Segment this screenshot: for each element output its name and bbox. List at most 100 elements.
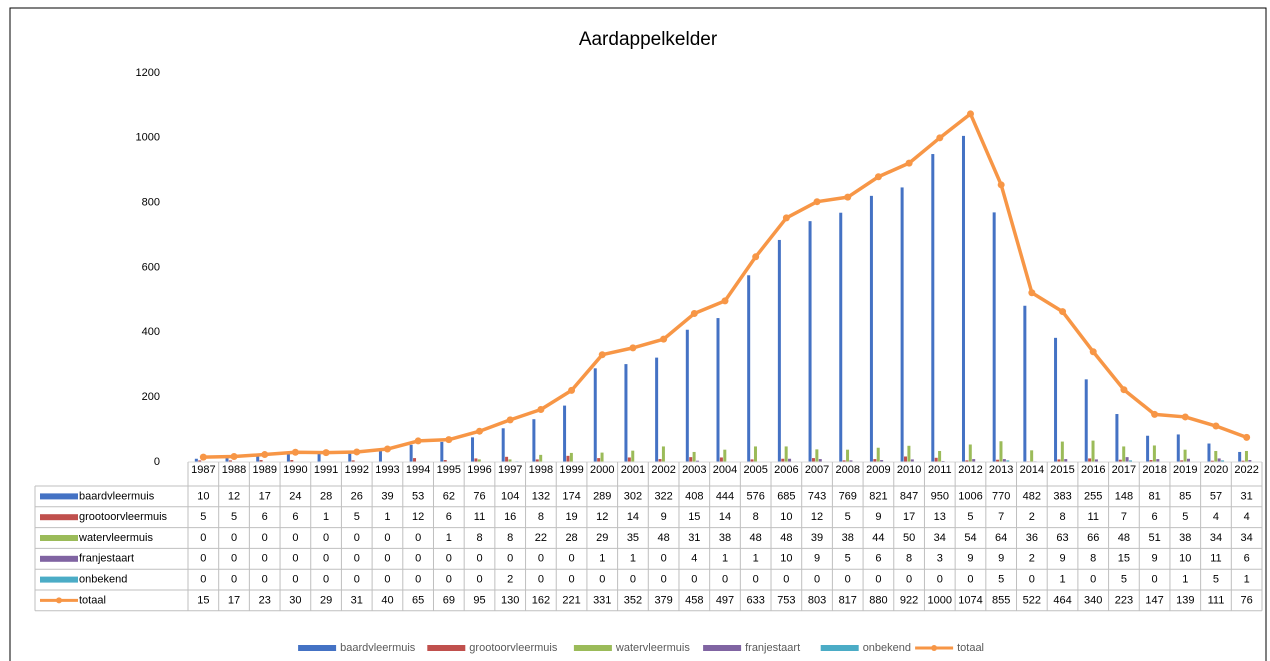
table-cell: 9 bbox=[1059, 553, 1065, 565]
bar bbox=[910, 459, 914, 462]
line-marker bbox=[445, 436, 453, 444]
x-tick-label: 1990 bbox=[283, 464, 307, 476]
bar bbox=[968, 444, 972, 462]
bar bbox=[535, 459, 539, 462]
table-cell: 1000 bbox=[928, 594, 952, 606]
x-tick-label: 2014 bbox=[1020, 464, 1044, 476]
table-cell: 950 bbox=[931, 490, 949, 502]
table-cell: 9 bbox=[814, 553, 820, 565]
table-cell: 5 bbox=[1213, 574, 1219, 586]
table-cell: 130 bbox=[501, 594, 519, 606]
table-cell: 0 bbox=[599, 574, 605, 586]
line-marker bbox=[261, 451, 269, 459]
table-cell: 22 bbox=[535, 532, 547, 544]
table-cell: 36 bbox=[1026, 532, 1038, 544]
x-tick-label: 2002 bbox=[651, 464, 675, 476]
table-cell: 0 bbox=[384, 553, 390, 565]
x-tick-label: 2008 bbox=[836, 464, 860, 476]
table-cell: 35 bbox=[627, 532, 639, 544]
line-marker bbox=[1243, 433, 1251, 441]
x-tick-label: 2010 bbox=[897, 464, 921, 476]
x-tick-label: 2022 bbox=[1234, 464, 1258, 476]
table-cell: 2 bbox=[1029, 511, 1035, 523]
table-cell: 0 bbox=[507, 553, 513, 565]
bar bbox=[1023, 305, 1027, 462]
chart-title: Aardappelkelder bbox=[579, 29, 718, 50]
table-cell: 19 bbox=[565, 511, 577, 523]
x-tick-label: 2011 bbox=[928, 464, 952, 476]
bar bbox=[566, 455, 570, 462]
bar bbox=[1156, 459, 1160, 462]
table-legend-key bbox=[40, 576, 78, 583]
table-cell: 0 bbox=[354, 532, 360, 544]
x-tick-label: 2001 bbox=[621, 464, 645, 476]
y-tick-label: 400 bbox=[142, 326, 160, 338]
table-cell: 0 bbox=[753, 574, 759, 586]
table-cell: 0 bbox=[661, 574, 667, 586]
table-cell: 40 bbox=[381, 594, 393, 606]
bar bbox=[1002, 459, 1006, 462]
legend-label: franjestaart bbox=[745, 642, 800, 654]
line-marker bbox=[322, 449, 330, 457]
y-tick-label: 600 bbox=[142, 261, 160, 273]
table-cell: 132 bbox=[532, 490, 550, 502]
table-row-label: franjestaart bbox=[79, 553, 134, 565]
table-cell: 66 bbox=[1087, 532, 1099, 544]
table-cell: 48 bbox=[780, 532, 792, 544]
x-tick-label: 2019 bbox=[1173, 464, 1197, 476]
table-cell: 0 bbox=[661, 553, 667, 565]
table-cell: 12 bbox=[228, 490, 240, 502]
line-marker bbox=[1089, 348, 1097, 356]
table-cell: 62 bbox=[443, 490, 455, 502]
line-marker bbox=[690, 310, 698, 318]
table-cell: 63 bbox=[1056, 532, 1068, 544]
bar bbox=[1129, 460, 1133, 462]
bar bbox=[815, 449, 819, 462]
table-cell: 6 bbox=[1152, 511, 1158, 523]
line-marker bbox=[199, 453, 207, 461]
table-cell: 4 bbox=[691, 553, 697, 565]
x-tick-label: 1994 bbox=[406, 464, 430, 476]
line-marker bbox=[537, 405, 545, 413]
bar bbox=[931, 154, 935, 462]
table-cell: 31 bbox=[1241, 490, 1253, 502]
table-cell: 28 bbox=[320, 490, 332, 502]
table-cell: 111 bbox=[1208, 594, 1225, 606]
bar bbox=[627, 457, 631, 462]
bar bbox=[904, 456, 908, 462]
bar bbox=[290, 460, 294, 462]
table-cell: 223 bbox=[1115, 594, 1133, 606]
table-cell: 1 bbox=[384, 511, 390, 523]
x-tick-label: 2013 bbox=[989, 464, 1013, 476]
bar bbox=[1122, 446, 1126, 462]
bar bbox=[597, 458, 601, 462]
bar bbox=[1064, 459, 1068, 462]
bar bbox=[846, 449, 850, 462]
bar bbox=[198, 460, 202, 462]
x-tick-label: 2012 bbox=[958, 464, 982, 476]
table-row-label: totaal bbox=[79, 594, 106, 606]
table-cell: 48 bbox=[750, 532, 762, 544]
table-cell: 39 bbox=[381, 490, 393, 502]
table-cell: 8 bbox=[906, 553, 912, 565]
table-cell: 8 bbox=[538, 511, 544, 523]
table-cell: 15 bbox=[688, 511, 700, 523]
line-marker bbox=[1120, 386, 1128, 394]
table-cell: 15 bbox=[1118, 553, 1130, 565]
table-cell: 48 bbox=[658, 532, 670, 544]
table-cell: 0 bbox=[200, 553, 206, 565]
table-cell: 1 bbox=[323, 511, 329, 523]
table-cell: 6 bbox=[875, 553, 881, 565]
table-cell: 0 bbox=[845, 574, 851, 586]
table-cell: 139 bbox=[1176, 594, 1194, 606]
table-cell: 0 bbox=[323, 553, 329, 565]
table-legend-key bbox=[56, 597, 62, 604]
table-cell: 2 bbox=[507, 574, 513, 586]
table-cell: 5 bbox=[200, 511, 206, 523]
bar bbox=[413, 458, 417, 462]
legend-label: grootoorvleermuis bbox=[469, 642, 558, 654]
bar bbox=[661, 446, 665, 462]
table-cell: 30 bbox=[289, 594, 301, 606]
table-cell: 0 bbox=[875, 574, 881, 586]
bar bbox=[1115, 414, 1119, 462]
